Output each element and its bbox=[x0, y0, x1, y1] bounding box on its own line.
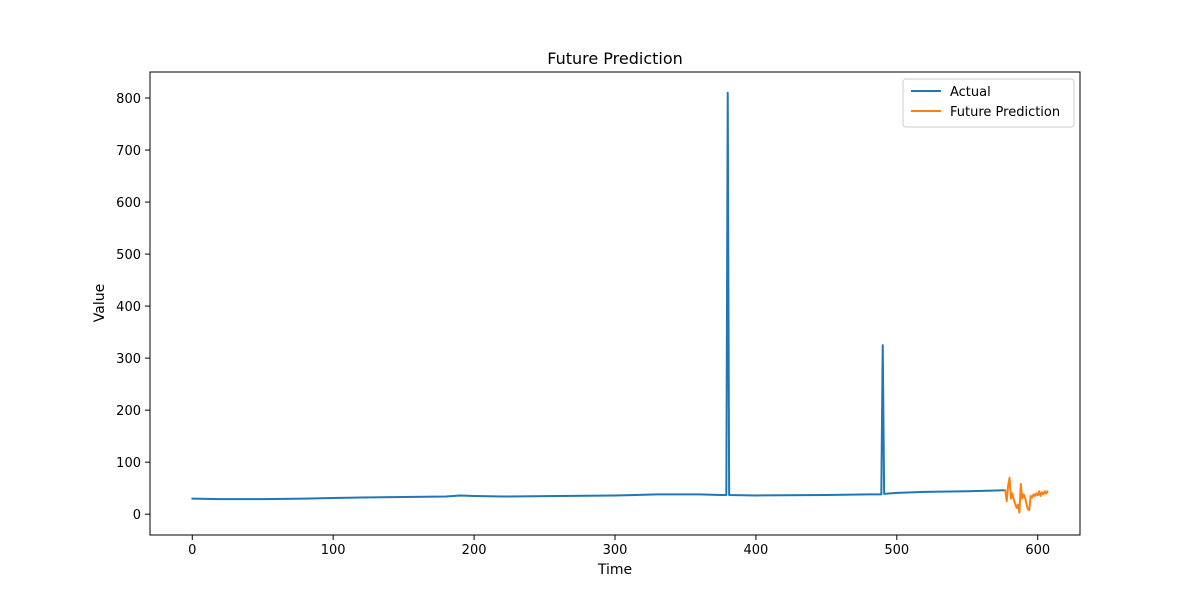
y-tick-label-0: 0 bbox=[133, 508, 141, 523]
y-axis-label: Value bbox=[92, 284, 108, 322]
y-tick-label-100: 100 bbox=[116, 456, 141, 471]
y-tick-label-200: 200 bbox=[116, 404, 141, 419]
y-tick-label-600: 600 bbox=[116, 196, 141, 211]
x-tick-label-100: 100 bbox=[321, 543, 346, 558]
x-tick-label-400: 400 bbox=[743, 543, 768, 558]
legend: Actual Future Prediction bbox=[902, 78, 1075, 128]
x-tick-label-500: 500 bbox=[884, 543, 909, 558]
plot-area: 0 100 200 300 400 500 600 0 100 200 300 400 500 600 7… bbox=[116, 71, 1081, 558]
chart-title: Future Prediction bbox=[547, 49, 683, 68]
plot-frame bbox=[149, 71, 1081, 536]
x-axis-label: Time bbox=[597, 562, 632, 578]
series-line-future-prediction bbox=[1004, 476, 1049, 514]
legend-label-future-prediction: Future Prediction bbox=[950, 105, 1060, 120]
legend-box bbox=[902, 78, 1075, 128]
x-tick-label-200: 200 bbox=[462, 543, 487, 558]
series-lines bbox=[191, 91, 1049, 514]
x-axis: 0 100 200 300 400 500 600 bbox=[188, 535, 1050, 558]
x-tick-label-600: 600 bbox=[1025, 543, 1050, 558]
x-tick-label-300: 300 bbox=[603, 543, 628, 558]
y-tick-label-400: 400 bbox=[116, 300, 141, 315]
y-tick-label-800: 800 bbox=[116, 92, 141, 107]
x-tick-label-0: 0 bbox=[188, 543, 196, 558]
y-tick-label-700: 700 bbox=[116, 144, 141, 159]
y-tick-label-500: 500 bbox=[116, 248, 141, 263]
y-tick-label-300: 300 bbox=[116, 352, 141, 367]
y-axis: 0 100 200 300 400 500 600 700 800 bbox=[116, 92, 150, 523]
legend-label-actual: Actual bbox=[950, 85, 991, 100]
series-line-actual bbox=[191, 91, 1007, 501]
